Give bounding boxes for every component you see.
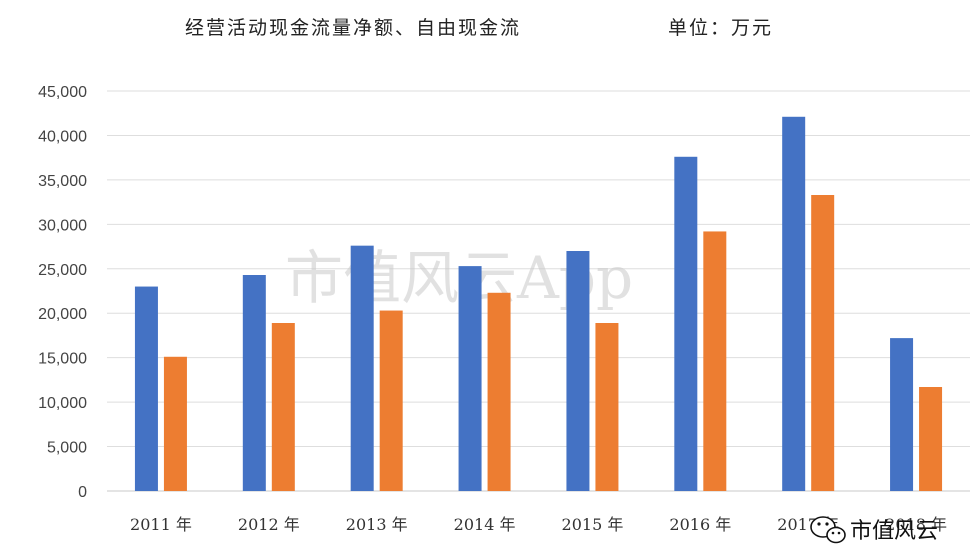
bar-series-2: [271, 323, 295, 491]
bar-series-1: [566, 251, 590, 491]
y-tick-label: 5,000: [47, 440, 87, 457]
x-tick-label: 2016 年: [669, 515, 731, 534]
x-tick-label: 2012 年: [238, 515, 300, 534]
wechat-logo-icon: [810, 516, 846, 544]
bar-series-1: [458, 266, 482, 491]
bar-series-2: [379, 310, 403, 491]
y-tick-label: 25,000: [38, 262, 87, 279]
bars: [134, 116, 943, 492]
y-tick-label: 20,000: [38, 306, 87, 323]
x-tick-label: 2011 年: [130, 515, 192, 534]
bar-series-2: [595, 323, 619, 491]
chart-unit-label: 单位：万元: [668, 17, 773, 39]
bar-series-1: [242, 275, 266, 491]
y-tick-label: 15,000: [38, 351, 87, 368]
bar-series-2: [919, 387, 943, 491]
chart-title: 经营活动现金流量净额、自由现金流: [185, 17, 521, 39]
x-tick-label: 2018 年: [885, 515, 947, 534]
y-tick-label: 0: [78, 484, 87, 501]
bar-series-1: [350, 245, 374, 491]
brand-logo: 市值风云: [810, 516, 938, 544]
bar-series-1: [674, 156, 698, 491]
y-tick-label: 45,000: [38, 84, 87, 101]
y-tick-label: 40,000: [38, 128, 87, 145]
chart-title-group: 经营活动现金流量净额、自由现金流 单位：万元: [185, 17, 773, 39]
bar-series-2: [487, 292, 511, 491]
bar-series-2: [163, 356, 187, 491]
y-axis-ticks: 0 5,000 10,000 15,000 20,000 25,000 30,000 35,0…: [38, 84, 87, 501]
y-tick-label: 10,000: [38, 395, 87, 412]
logo-text: 市值风云: [850, 519, 938, 544]
bar-series-1: [134, 286, 158, 491]
x-tick-label: 2015 年: [562, 515, 624, 534]
bar-series-2: [811, 195, 835, 491]
bar-series-1: [782, 116, 806, 492]
x-tick-label: 2014 年: [454, 515, 516, 534]
x-tick-label: 2013 年: [346, 515, 408, 534]
y-tick-label: 35,000: [38, 173, 87, 190]
bar-series-1: [890, 338, 914, 491]
bar-series-2: [703, 231, 727, 491]
y-tick-label: 30,000: [38, 217, 87, 234]
